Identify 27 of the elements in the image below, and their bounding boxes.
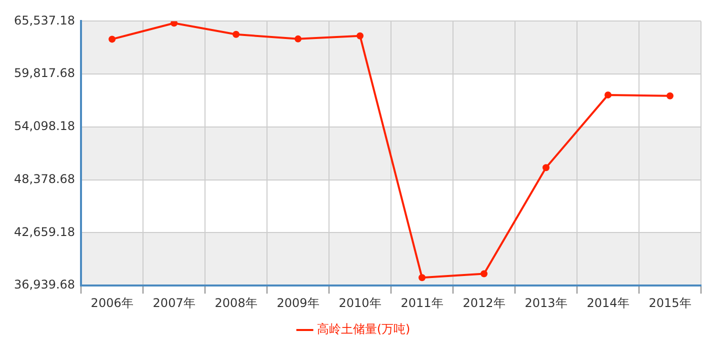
y-tick-label: 36,939.68 (14, 278, 76, 292)
y-tick-label: 54,098.18 (14, 119, 76, 134)
y-tick-label: 65,537.18 (14, 13, 76, 28)
point (170, 21, 178, 27)
x-tick-label: 2015年 (648, 296, 692, 310)
point (666, 92, 674, 100)
point (418, 274, 426, 282)
x-tick-label: 2006年 (90, 296, 134, 310)
point (294, 35, 302, 42)
x-tick-label: 2007年 (152, 296, 196, 310)
y-tick-label: 59,817.68 (14, 66, 76, 80)
x-tick-label: 2008年 (214, 296, 258, 310)
point (356, 32, 364, 40)
x-tick-label: 2014年 (586, 296, 630, 310)
point (232, 30, 240, 38)
x-tick-label: 2010年 (338, 296, 382, 310)
y-tick-label: 48,378.68 (14, 172, 76, 186)
y-tick-label: 42,659.18 (14, 224, 76, 239)
x-tick-label: 2011年 (400, 296, 444, 310)
point (542, 164, 550, 172)
x-tick-label: 2013年 (524, 296, 568, 310)
x-tick-label: 2012年 (462, 296, 506, 310)
point (604, 91, 612, 98)
legend-label: 高岭土储量(万吨) (316, 322, 410, 336)
point (480, 270, 488, 278)
x-tick-label: 2009年 (276, 296, 320, 310)
point (108, 36, 116, 43)
